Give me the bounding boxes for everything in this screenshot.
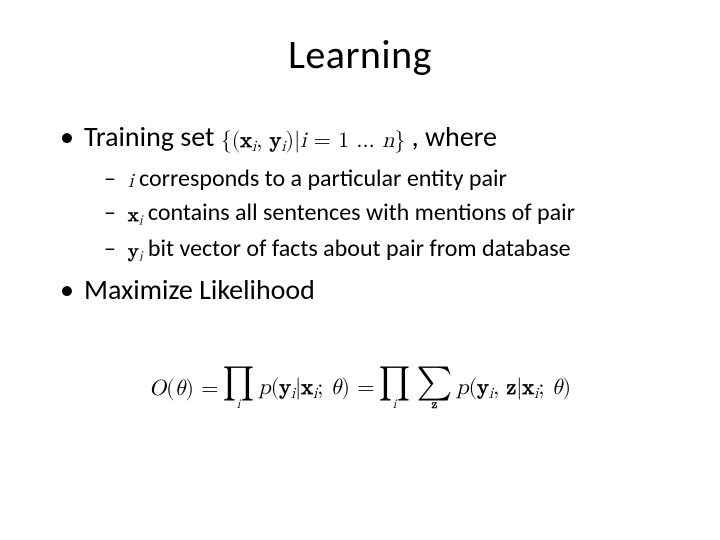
slide-title: Learning [40,30,680,79]
sub-bullet-x: xi contains all sentences with mentions … [104,198,680,230]
formula-lhs: O(θ) = [149,376,218,402]
sub-bullet-i: i corresponds to a particular entity pai… [104,164,680,194]
formula-term1: p(yi|xi; θ) = [258,375,374,403]
bullet-text: Maximize Likelihood [84,272,315,307]
bullet-text: Training set [84,119,221,154]
sub-bullet-y: yi bit vector of facts about pair from d… [104,234,680,266]
symbol-yi: yi [128,239,142,266]
symbol-xi: xi [128,203,142,230]
sub-bullet-text: bit vector of facts about pair from data… [142,234,570,263]
sub-bullet-text: corresponds to a particular entity pair [134,164,507,193]
product-operator: ∏ i [378,367,410,411]
product-operator: ∏ i [222,367,254,411]
sub-bullet-text: contains all sentences with mentions of … [142,198,575,227]
sum-operator: ∑ z [416,367,452,411]
bullet-text-suffix: , where [405,119,497,154]
formula-term2: p(yi, z|xi; θ) [456,375,571,403]
bullet-training-set: Training set {(xi, yi)|i = 1 … n} , wher… [60,119,680,156]
bullet-maximize-likelihood: Maximize Likelihood [60,272,680,307]
slide: Learning Training set {(xi, yi)|i = 1 … … [0,0,720,540]
likelihood-formula: O(θ) = ∏ i p(yi|xi; θ) = ∏ i ∑ z p(yi, z… [149,367,571,411]
training-set-notation: {(xi, yi)|i = 1 … n} [221,128,406,156]
likelihood-formula-container: O(θ) = ∏ i p(yi|xi; θ) = ∏ i ∑ z p(yi, z… [40,367,680,411]
